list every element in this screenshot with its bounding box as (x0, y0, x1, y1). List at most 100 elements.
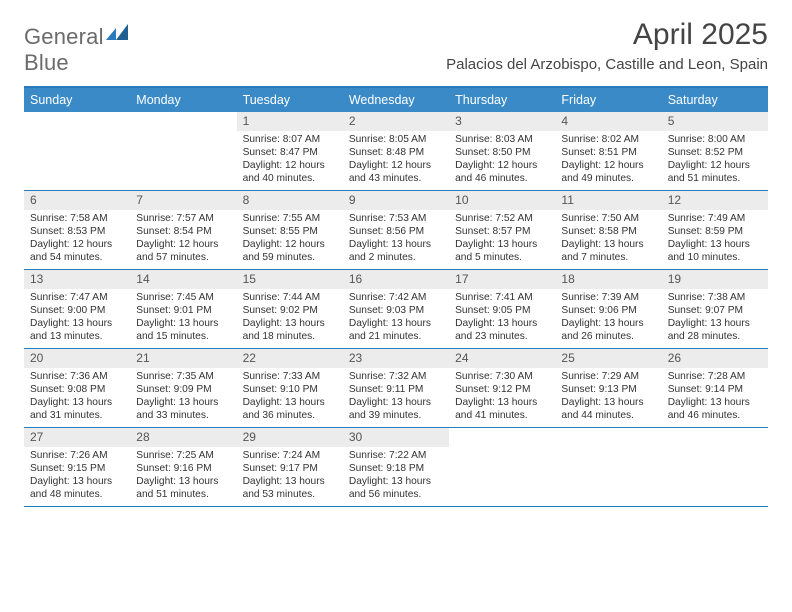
day-data: Sunrise: 8:05 AMSunset: 8:48 PMDaylight:… (343, 131, 449, 189)
day-data: Sunrise: 7:57 AMSunset: 8:54 PMDaylight:… (130, 210, 236, 268)
day-cell-inner: 8Sunrise: 7:55 AMSunset: 8:55 PMDaylight… (237, 191, 343, 269)
sunset-text: Sunset: 9:00 PM (30, 304, 124, 317)
week-row: 20Sunrise: 7:36 AMSunset: 9:08 PMDayligh… (24, 349, 768, 428)
day-cell: 25Sunrise: 7:29 AMSunset: 9:13 PMDayligh… (555, 349, 661, 427)
day-cell-inner: 14Sunrise: 7:45 AMSunset: 9:01 PMDayligh… (130, 270, 236, 348)
day-data: Sunrise: 8:00 AMSunset: 8:52 PMDaylight:… (662, 131, 768, 189)
day-data: Sunrise: 7:36 AMSunset: 9:08 PMDaylight:… (24, 368, 130, 426)
daylight-text: and 5 minutes. (455, 251, 549, 264)
day-data: Sunrise: 7:47 AMSunset: 9:00 PMDaylight:… (24, 289, 130, 347)
day-cell (130, 112, 236, 190)
sunset-text: Sunset: 9:13 PM (561, 383, 655, 396)
day-cell-inner: 13Sunrise: 7:47 AMSunset: 9:00 PMDayligh… (24, 270, 130, 348)
daylight-text: Daylight: 13 hours (349, 317, 443, 330)
sunset-text: Sunset: 9:17 PM (243, 462, 337, 475)
sunset-text: Sunset: 9:05 PM (455, 304, 549, 317)
sunrise-text: Sunrise: 7:30 AM (455, 370, 549, 383)
daylight-text: and 15 minutes. (136, 330, 230, 343)
daylight-text: and 48 minutes. (30, 488, 124, 501)
day-cell-inner: 7Sunrise: 7:57 AMSunset: 8:54 PMDaylight… (130, 191, 236, 269)
sunset-text: Sunset: 9:11 PM (349, 383, 443, 396)
daylight-text: and 44 minutes. (561, 409, 655, 422)
sunset-text: Sunset: 9:15 PM (30, 462, 124, 475)
daylight-text: Daylight: 13 hours (561, 396, 655, 409)
day-cell: 9Sunrise: 7:53 AMSunset: 8:56 PMDaylight… (343, 191, 449, 269)
daylight-text: Daylight: 13 hours (243, 317, 337, 330)
daylight-text: and 43 minutes. (349, 172, 443, 185)
brand-word2: Blue (24, 50, 69, 75)
day-cell-inner: 26Sunrise: 7:28 AMSunset: 9:14 PMDayligh… (662, 349, 768, 427)
day-cell-inner (130, 112, 236, 190)
daylight-text: Daylight: 13 hours (136, 317, 230, 330)
sunset-text: Sunset: 8:48 PM (349, 146, 443, 159)
sunrise-text: Sunrise: 7:49 AM (668, 212, 762, 225)
daylight-text: and 36 minutes. (243, 409, 337, 422)
daylight-text: and 56 minutes. (349, 488, 443, 501)
day-data: Sunrise: 7:22 AMSunset: 9:18 PMDaylight:… (343, 447, 449, 505)
sunrise-text: Sunrise: 7:57 AM (136, 212, 230, 225)
sunrise-text: Sunrise: 7:25 AM (136, 449, 230, 462)
daylight-text: Daylight: 13 hours (455, 317, 549, 330)
daylight-text: and 51 minutes. (136, 488, 230, 501)
daylight-text: and 41 minutes. (455, 409, 549, 422)
brand-logo: General Blue (24, 24, 132, 76)
daylight-text: and 28 minutes. (668, 330, 762, 343)
day-number: 5 (662, 112, 768, 131)
day-data: Sunrise: 7:58 AMSunset: 8:53 PMDaylight:… (24, 210, 130, 268)
sunset-text: Sunset: 9:10 PM (243, 383, 337, 396)
day-cell: 18Sunrise: 7:39 AMSunset: 9:06 PMDayligh… (555, 270, 661, 348)
sunrise-text: Sunrise: 8:05 AM (349, 133, 443, 146)
daylight-text: Daylight: 12 hours (349, 159, 443, 172)
day-cell: 23Sunrise: 7:32 AMSunset: 9:11 PMDayligh… (343, 349, 449, 427)
sunrise-text: Sunrise: 8:02 AM (561, 133, 655, 146)
sunset-text: Sunset: 8:55 PM (243, 225, 337, 238)
sunset-text: Sunset: 8:50 PM (455, 146, 549, 159)
day-number: 7 (130, 191, 236, 210)
day-data: Sunrise: 7:38 AMSunset: 9:07 PMDaylight:… (662, 289, 768, 347)
day-cell: 1Sunrise: 8:07 AMSunset: 8:47 PMDaylight… (237, 112, 343, 190)
day-number: 15 (237, 270, 343, 289)
logo-text: General Blue (24, 24, 104, 76)
day-number: 13 (24, 270, 130, 289)
daylight-text: and 39 minutes. (349, 409, 443, 422)
day-number: 22 (237, 349, 343, 368)
sunset-text: Sunset: 8:59 PM (668, 225, 762, 238)
sunrise-text: Sunrise: 7:58 AM (30, 212, 124, 225)
day-cell-inner: 6Sunrise: 7:58 AMSunset: 8:53 PMDaylight… (24, 191, 130, 269)
calendar-body: 1Sunrise: 8:07 AMSunset: 8:47 PMDaylight… (24, 112, 768, 507)
sunrise-text: Sunrise: 7:44 AM (243, 291, 337, 304)
calendar: Sunday Monday Tuesday Wednesday Thursday… (24, 86, 768, 507)
day-data: Sunrise: 7:52 AMSunset: 8:57 PMDaylight:… (449, 210, 555, 268)
day-data: Sunrise: 7:45 AMSunset: 9:01 PMDaylight:… (130, 289, 236, 347)
day-number: 6 (24, 191, 130, 210)
daylight-text: Daylight: 13 hours (561, 238, 655, 251)
sunrise-text: Sunrise: 7:33 AM (243, 370, 337, 383)
day-data: Sunrise: 7:55 AMSunset: 8:55 PMDaylight:… (237, 210, 343, 268)
day-data: Sunrise: 7:28 AMSunset: 9:14 PMDaylight:… (662, 368, 768, 426)
day-cell-inner: 18Sunrise: 7:39 AMSunset: 9:06 PMDayligh… (555, 270, 661, 348)
day-data: Sunrise: 7:35 AMSunset: 9:09 PMDaylight:… (130, 368, 236, 426)
daylight-text: and 54 minutes. (30, 251, 124, 264)
weekday-label: Saturday (662, 88, 768, 112)
day-cell-inner: 30Sunrise: 7:22 AMSunset: 9:18 PMDayligh… (343, 428, 449, 506)
day-cell: 19Sunrise: 7:38 AMSunset: 9:07 PMDayligh… (662, 270, 768, 348)
daylight-text: Daylight: 12 hours (668, 159, 762, 172)
daylight-text: Daylight: 13 hours (136, 396, 230, 409)
week-row: 6Sunrise: 7:58 AMSunset: 8:53 PMDaylight… (24, 191, 768, 270)
daylight-text: Daylight: 13 hours (455, 238, 549, 251)
sunset-text: Sunset: 8:52 PM (668, 146, 762, 159)
day-cell-inner (662, 428, 768, 506)
daylight-text: and 53 minutes. (243, 488, 337, 501)
weekday-label: Thursday (449, 88, 555, 112)
week-row: 1Sunrise: 8:07 AMSunset: 8:47 PMDaylight… (24, 112, 768, 191)
week-row: 27Sunrise: 7:26 AMSunset: 9:15 PMDayligh… (24, 428, 768, 507)
sunset-text: Sunset: 8:53 PM (30, 225, 124, 238)
day-cell: 20Sunrise: 7:36 AMSunset: 9:08 PMDayligh… (24, 349, 130, 427)
sunrise-text: Sunrise: 7:50 AM (561, 212, 655, 225)
sunset-text: Sunset: 9:07 PM (668, 304, 762, 317)
day-number: 30 (343, 428, 449, 447)
day-cell: 14Sunrise: 7:45 AMSunset: 9:01 PMDayligh… (130, 270, 236, 348)
day-data: Sunrise: 7:42 AMSunset: 9:03 PMDaylight:… (343, 289, 449, 347)
sunset-text: Sunset: 9:03 PM (349, 304, 443, 317)
sunrise-text: Sunrise: 7:41 AM (455, 291, 549, 304)
